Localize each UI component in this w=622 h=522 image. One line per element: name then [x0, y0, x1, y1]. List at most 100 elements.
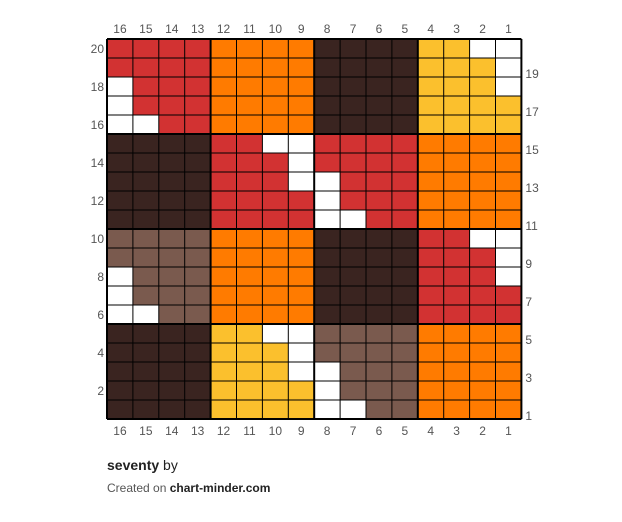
pattern-chart: 16 15 14 13 12 11 10 9 8 7 6 5 4 3 2 1 16 15 14 13 12 11 10 9 8…	[91, 22, 539, 438]
stitch-cell	[340, 305, 366, 324]
stitch-cell	[469, 191, 496, 210]
stitch-cell	[158, 229, 185, 248]
stitch-cell	[236, 153, 263, 172]
stitch-cell	[340, 267, 366, 286]
stitch-cell	[443, 267, 470, 286]
stitch-cell	[366, 400, 392, 419]
stitch-cell	[184, 400, 211, 419]
stitch-cell	[495, 324, 522, 343]
stitch-cell	[391, 286, 418, 305]
row-number: 7	[525, 295, 532, 309]
stitch-cell	[184, 286, 211, 305]
stitch-cell	[340, 172, 366, 191]
stitch-cell	[340, 134, 366, 153]
stitch-cell	[288, 153, 315, 172]
stitch-cell	[184, 58, 211, 77]
column-number: 10	[269, 424, 283, 438]
stitch-cell	[107, 400, 133, 419]
row-number: 1	[525, 409, 532, 423]
row-number: 2	[97, 384, 104, 398]
stitch-cell	[236, 362, 263, 381]
stitch-cell	[391, 77, 418, 96]
stitch-cell	[391, 248, 418, 267]
stitch-cell	[184, 191, 211, 210]
stitch-cell	[314, 115, 341, 134]
column-number: 3	[453, 424, 460, 438]
stitch-cell	[132, 134, 159, 153]
stitch-cell	[443, 305, 470, 324]
column-number: 7	[350, 22, 357, 36]
stitch-cell	[469, 39, 496, 58]
stitch-cell	[158, 96, 185, 115]
stitch-cell	[132, 400, 159, 419]
column-number: 14	[165, 22, 179, 36]
stitch-cell	[107, 172, 133, 191]
stitch-cell	[469, 362, 496, 381]
stitch-cell	[340, 39, 366, 58]
stitch-cell	[262, 96, 289, 115]
stitch-cell	[391, 343, 418, 362]
stitch-cell	[417, 305, 444, 324]
stitch-cell	[314, 362, 341, 381]
stitch-cell	[340, 191, 366, 210]
stitch-cell	[158, 191, 185, 210]
stitch-cell	[366, 286, 392, 305]
stitch-cell	[314, 153, 341, 172]
stitch-cell	[158, 39, 185, 58]
stitch-cell	[158, 286, 185, 305]
column-number: 11	[243, 424, 256, 438]
stitch-cell	[236, 286, 263, 305]
stitch-cell	[184, 324, 211, 343]
stitch-cell	[314, 248, 341, 267]
stitch-cell	[184, 39, 211, 58]
stitch-cell	[107, 286, 133, 305]
stitch-cell	[340, 362, 366, 381]
stitch-cell	[158, 305, 185, 324]
stitch-cell	[417, 191, 444, 210]
stitch-cell	[391, 115, 418, 134]
column-number: 2	[479, 424, 486, 438]
row-number: 18	[91, 80, 105, 94]
row-number: 9	[525, 257, 532, 271]
stitch-cell	[210, 400, 237, 419]
stitch-cell	[288, 39, 315, 58]
stitch-cell	[340, 229, 366, 248]
stitch-cell	[391, 362, 418, 381]
stitch-cell	[288, 58, 315, 77]
stitch-cell	[495, 210, 522, 229]
stitch-cell	[469, 77, 496, 96]
stitch-cell	[340, 115, 366, 134]
stitch-cell	[495, 134, 522, 153]
stitch-cell	[417, 77, 444, 96]
stitch-cell	[184, 305, 211, 324]
stitch-cell	[158, 248, 185, 267]
stitch-cell	[107, 153, 133, 172]
credit-site: chart-minder.com	[169, 481, 271, 495]
row-number: 20	[91, 42, 105, 56]
stitch-cell	[391, 229, 418, 248]
stitch-cell	[495, 248, 522, 267]
row-number: 12	[91, 194, 105, 208]
grid-lines	[106, 38, 523, 420]
stitch-cell	[184, 134, 211, 153]
stitch-cell	[391, 400, 418, 419]
stitch-cell	[262, 381, 289, 400]
stitch-cell	[443, 172, 470, 191]
stitch-cell	[107, 229, 133, 248]
stitch-cell	[417, 248, 444, 267]
stitch-cell	[469, 343, 496, 362]
stitch-cell	[184, 210, 211, 229]
stitch-cell	[236, 381, 263, 400]
stitch-cell	[417, 172, 444, 191]
stitch-cell	[314, 286, 341, 305]
stitch-cell	[314, 96, 341, 115]
stitch-cell	[132, 96, 159, 115]
stitch-cell	[107, 210, 133, 229]
stitch-cell	[469, 210, 496, 229]
stitch-cell	[495, 153, 522, 172]
stitch-cell	[158, 343, 185, 362]
stitch-cell	[443, 343, 470, 362]
stitch-cell	[262, 191, 289, 210]
stitch-cell	[495, 77, 522, 96]
stitch-cell	[236, 191, 263, 210]
